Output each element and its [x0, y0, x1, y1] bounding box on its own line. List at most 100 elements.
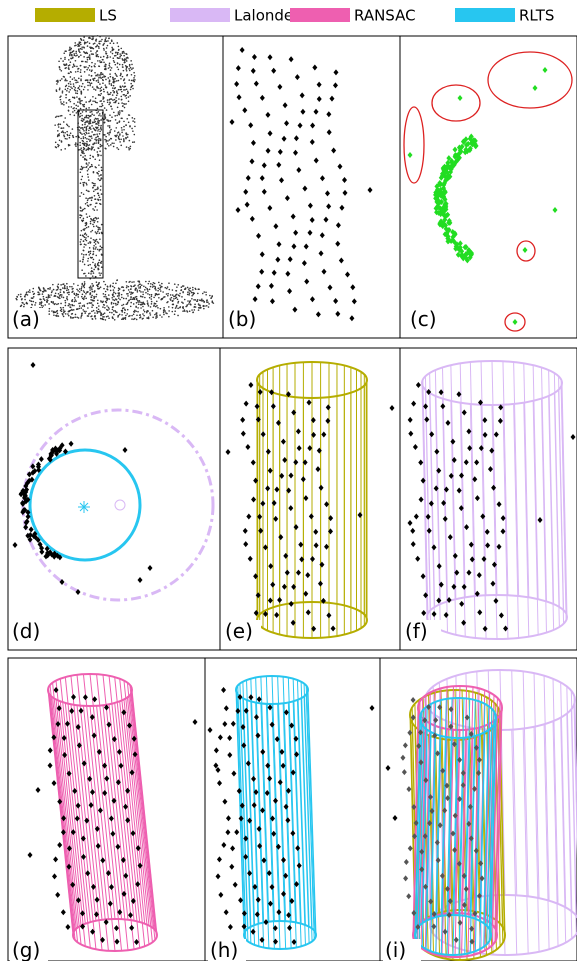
point: [99, 228, 101, 231]
point: [139, 295, 142, 297]
point: [122, 447, 128, 453]
point: [44, 289, 47, 292]
point: [68, 49, 70, 52]
point: [70, 47, 73, 50]
point: [50, 294, 52, 296]
point: [79, 64, 82, 67]
point: [130, 291, 133, 294]
point: [441, 185, 447, 192]
point: [62, 283, 64, 286]
point: [193, 299, 195, 301]
point: [190, 303, 192, 306]
point: [68, 64, 71, 66]
point: [307, 202, 313, 209]
point: [82, 240, 85, 243]
point: [78, 49, 80, 51]
point: [51, 780, 57, 787]
point: [466, 428, 472, 435]
point: [114, 292, 117, 295]
point: [107, 306, 110, 309]
point: [80, 178, 83, 181]
cylinder-line: [474, 734, 481, 952]
point: [148, 280, 150, 283]
point: [80, 289, 83, 292]
point: [246, 513, 252, 520]
point: [96, 126, 99, 129]
point: [190, 291, 193, 294]
point: [87, 121, 89, 123]
point: [250, 459, 256, 466]
point: [58, 87, 61, 89]
point: [98, 164, 100, 166]
point: [103, 312, 106, 314]
point: [100, 166, 103, 169]
point: [60, 140, 63, 142]
point: [93, 194, 96, 197]
point: [51, 310, 53, 312]
point: [114, 77, 116, 80]
point: [81, 293, 84, 296]
cylinder-line: [49, 685, 76, 931]
point: [95, 246, 97, 248]
point: [95, 74, 97, 77]
point: [83, 304, 85, 307]
point: [210, 297, 212, 299]
point: [121, 131, 123, 134]
point: [61, 92, 64, 94]
point: [437, 704, 443, 711]
point: [230, 845, 236, 852]
cylinder-top: [235, 675, 309, 705]
label-bg: [226, 308, 264, 334]
point: [319, 232, 325, 239]
point: [84, 202, 87, 205]
point: [128, 65, 131, 67]
point: [71, 303, 73, 306]
point: [117, 297, 120, 299]
point: [242, 107, 248, 114]
point: [111, 116, 113, 118]
point: [215, 767, 221, 773]
point: [496, 543, 502, 550]
point: [48, 307, 51, 310]
point: [81, 234, 84, 237]
point: [113, 299, 116, 302]
point: [100, 193, 103, 195]
cylinder-line: [242, 681, 252, 927]
point: [82, 219, 85, 222]
point: [90, 115, 92, 117]
point: [161, 282, 163, 285]
point: [39, 301, 41, 304]
point: [147, 565, 153, 571]
point: [103, 295, 105, 298]
point: [335, 310, 341, 317]
point: [288, 505, 294, 512]
cylinder-line: [76, 674, 103, 920]
point: [327, 284, 333, 291]
point: [107, 93, 110, 96]
point: [287, 924, 293, 931]
point: [119, 141, 121, 143]
point: [86, 138, 88, 140]
point: [82, 694, 88, 701]
point: [302, 459, 308, 466]
point: [188, 294, 190, 296]
point: [73, 102, 75, 105]
point: [32, 467, 38, 474]
cylinder-line: [473, 688, 480, 916]
point: [64, 78, 67, 81]
point: [285, 817, 291, 824]
point: [116, 66, 119, 68]
point: [76, 293, 78, 296]
point: [317, 580, 323, 587]
point: [98, 305, 100, 307]
point: [115, 74, 117, 76]
point: [173, 313, 176, 316]
point: [311, 431, 317, 438]
point: [81, 152, 84, 154]
point: [283, 872, 289, 879]
point: [281, 583, 287, 590]
point: [78, 707, 84, 714]
point: [97, 74, 99, 77]
point: [117, 111, 120, 113]
point: [94, 248, 97, 250]
